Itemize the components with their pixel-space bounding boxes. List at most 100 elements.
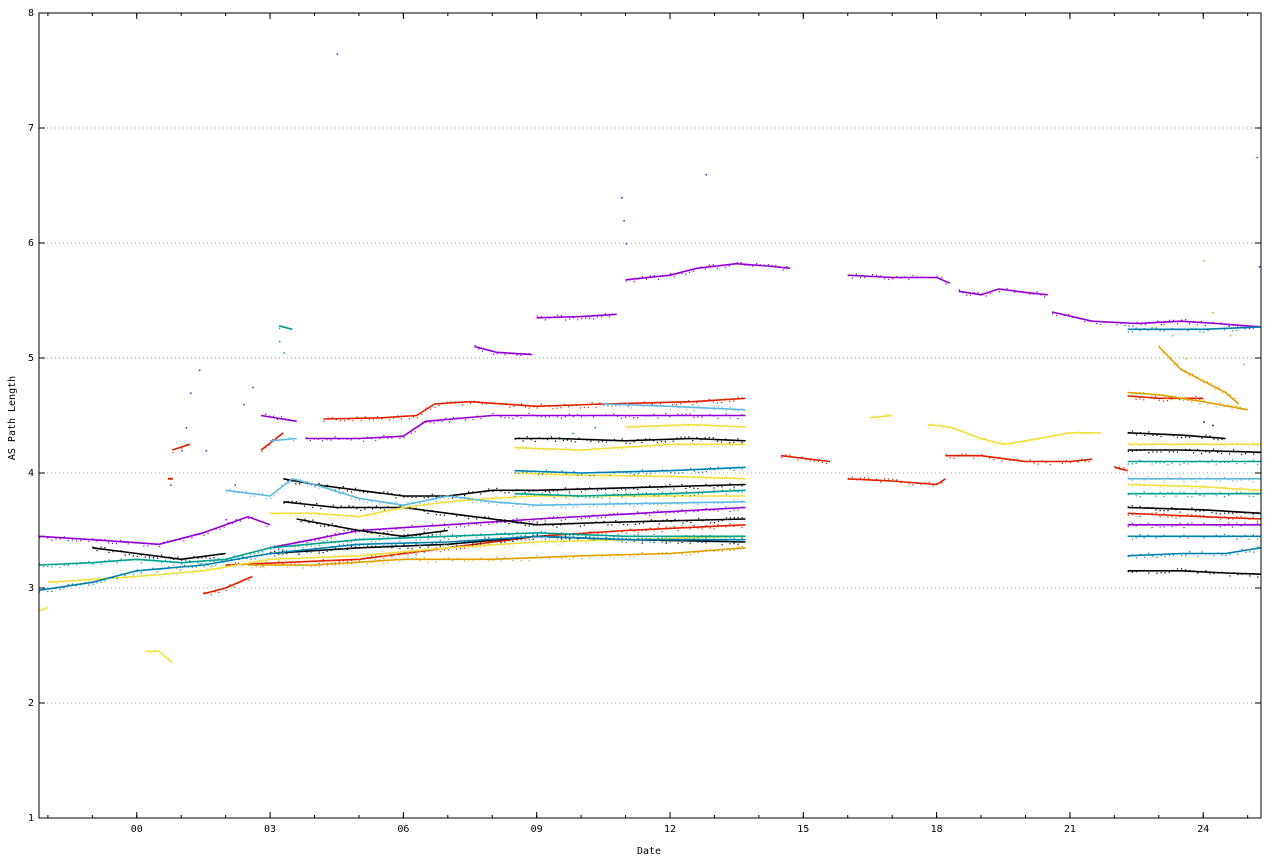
data-point — [892, 278, 894, 280]
data-point — [464, 543, 466, 545]
data-point — [562, 439, 564, 441]
data-point — [647, 402, 649, 404]
data-point — [468, 491, 470, 493]
data-point — [609, 513, 611, 515]
data-point — [657, 470, 660, 472]
data-point — [558, 437, 561, 439]
data-point — [625, 513, 627, 515]
data-point — [1234, 397, 1236, 399]
data-point — [430, 408, 432, 410]
data-point — [733, 534, 735, 536]
data-point — [47, 590, 49, 593]
data-point — [552, 542, 554, 544]
data-point — [237, 492, 239, 494]
data-point — [128, 553, 130, 556]
data-point — [144, 556, 146, 558]
data-point — [429, 421, 431, 423]
data-point — [371, 529, 373, 531]
data-point — [1173, 363, 1175, 366]
data-point — [532, 495, 534, 497]
data-point — [613, 413, 615, 415]
data-point — [215, 528, 217, 530]
data-point — [104, 539, 106, 541]
data-point — [391, 509, 393, 511]
data-point — [577, 451, 579, 453]
data-point — [881, 419, 883, 421]
data-point — [729, 537, 731, 539]
data-point — [564, 487, 566, 489]
data-point — [51, 566, 53, 568]
data-point — [977, 439, 979, 441]
data-point — [629, 528, 631, 530]
data-point — [617, 470, 619, 472]
data-point — [156, 577, 158, 579]
data-point — [1061, 462, 1063, 464]
data-point — [1184, 369, 1186, 372]
data-point — [302, 557, 304, 559]
data-point — [585, 475, 587, 477]
data-point — [586, 439, 588, 441]
data-point — [1207, 403, 1209, 405]
data-point — [203, 569, 205, 571]
data-point — [556, 407, 558, 409]
data-point — [670, 472, 672, 474]
data-point — [674, 495, 676, 498]
data-point — [279, 564, 281, 567]
data-point — [609, 538, 611, 540]
data-point — [645, 473, 647, 475]
data-point — [1245, 453, 1247, 455]
data-point — [674, 552, 676, 554]
x-tick-label: 00 — [131, 824, 143, 835]
data-point — [709, 527, 711, 529]
data-point — [435, 561, 437, 563]
data-point — [1215, 495, 1217, 497]
data-point — [395, 497, 397, 499]
data-point — [1244, 534, 1246, 536]
data-point — [104, 576, 106, 578]
data-point — [411, 552, 413, 554]
data-point — [588, 506, 591, 508]
data-point — [187, 536, 189, 538]
data-point — [1191, 507, 1193, 509]
data-point — [721, 550, 723, 552]
data-point — [291, 480, 293, 482]
data-point — [760, 264, 762, 266]
data-point — [408, 418, 410, 420]
data-point — [553, 471, 555, 473]
data-point — [379, 529, 381, 531]
data-point — [741, 442, 743, 444]
data-point — [143, 545, 145, 547]
data-point — [358, 490, 361, 492]
data-point — [737, 517, 739, 519]
data-point — [693, 538, 695, 540]
data-point — [334, 542, 336, 544]
data-point — [912, 484, 914, 486]
data-point — [415, 534, 417, 536]
data-point — [273, 438, 276, 440]
data-point — [1131, 450, 1133, 452]
data-point — [1159, 330, 1161, 332]
data-point — [496, 487, 498, 489]
data-point — [1243, 363, 1245, 366]
data-point — [282, 544, 284, 546]
data-point — [1092, 320, 1094, 322]
data-point — [641, 551, 643, 553]
data-point — [1163, 534, 1165, 536]
data-point — [371, 545, 373, 547]
data-point — [600, 504, 603, 506]
data-point — [274, 545, 276, 547]
data-point — [544, 523, 546, 525]
data-point — [721, 486, 723, 488]
data-point — [689, 467, 692, 469]
data-point — [605, 533, 607, 535]
data-point — [981, 293, 983, 295]
data-point — [468, 539, 470, 541]
data-point — [568, 491, 570, 493]
data-point — [676, 404, 678, 406]
data-point — [1151, 485, 1153, 487]
data-point — [354, 546, 357, 548]
data-point — [338, 554, 340, 557]
data-point — [187, 566, 189, 568]
data-point — [569, 318, 571, 320]
data-point — [609, 440, 612, 442]
